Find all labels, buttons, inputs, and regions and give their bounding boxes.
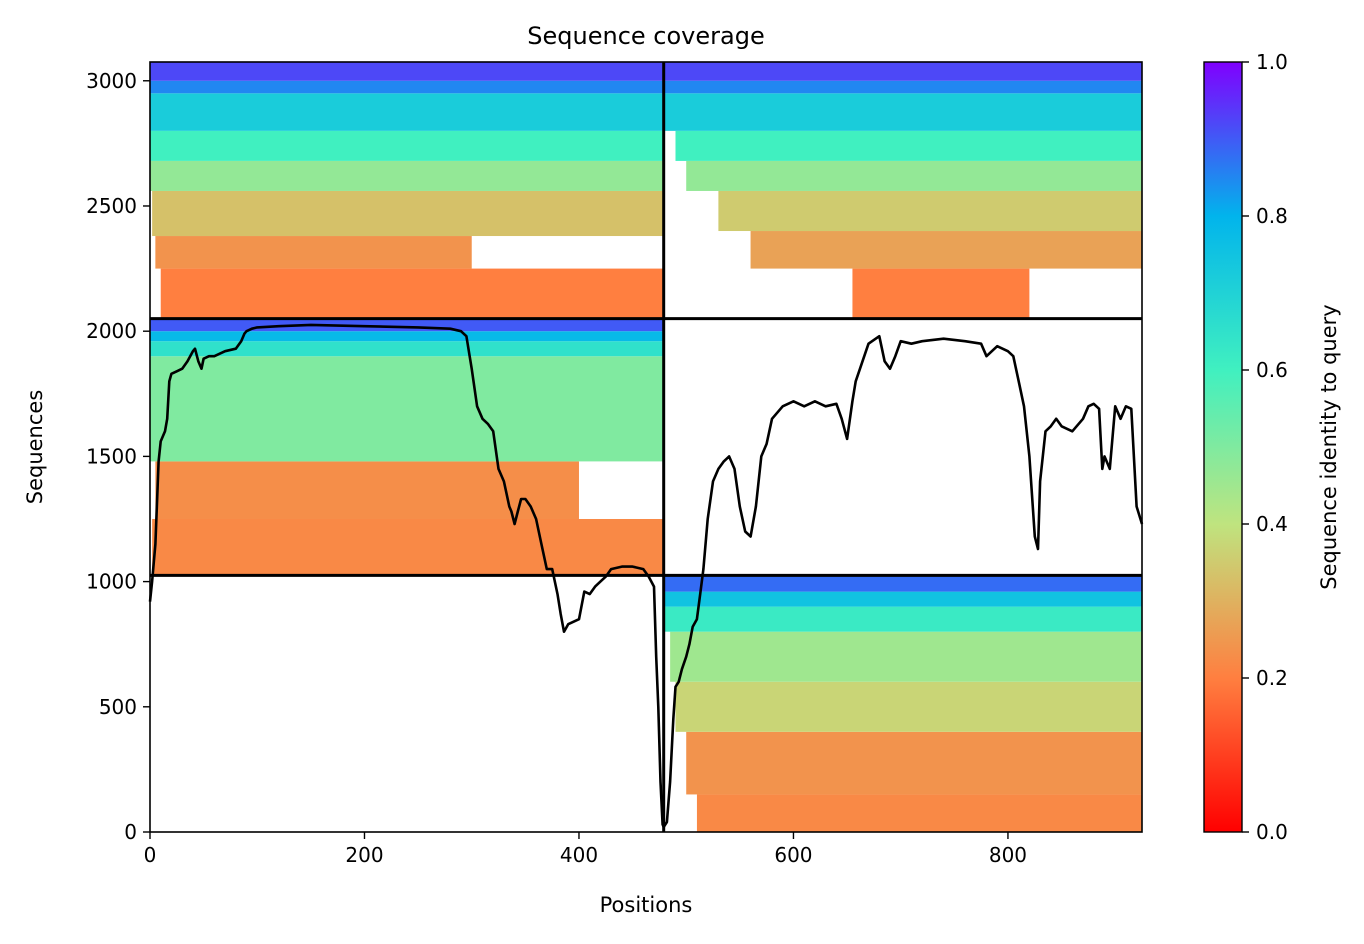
heatmap-band-2-2: [150, 356, 664, 462]
heatmap-band-2-4: [150, 331, 664, 342]
x-tick-label: 400: [560, 843, 598, 867]
heatmap-band-0-6: [150, 80, 664, 94]
y-axis-label: Sequences: [23, 390, 47, 505]
heatmap-band-1-0: [852, 268, 1030, 319]
colorbar-label: Sequence identity to query: [1317, 304, 1341, 589]
y-tick-label: 1500: [86, 444, 137, 468]
coverage-line-layer: [148, 323, 1144, 829]
y-axis-ticks: 0 500 1000 1500 2000 2500 3000: [86, 69, 150, 844]
chain-boundary-lines: [150, 62, 1142, 832]
heatmap-block-chain1-chain2: [150, 318, 664, 576]
x-axis-label: Positions: [600, 893, 693, 917]
colorbar-tick-label: 1.0: [1256, 50, 1288, 74]
heatmap-band-1-6: [663, 80, 1142, 94]
y-tick-label: 2000: [86, 319, 137, 343]
colorbar: 0.0 0.2 0.4 0.6 0.8 1.0 Sequence identity to …: [1203, 50, 1341, 844]
y-tick-label: 1000: [86, 570, 137, 594]
x-tick-label: 200: [345, 843, 383, 867]
heatmap-block-chain2-chain3: [663, 62, 1142, 319]
y-tick-label: 3000: [86, 69, 137, 93]
heatmap-band-0-5: [150, 93, 664, 131]
heatmap-band-1-7: [663, 62, 1142, 81]
y-tick-label: 2500: [86, 194, 137, 218]
x-tick-label: 800: [989, 843, 1027, 867]
y-tick-label: 0: [124, 820, 137, 844]
plot-area-frame: [149, 61, 1143, 833]
colorbar-tick-label: 0.0: [1256, 820, 1288, 844]
heatmap-band-0-3: [150, 160, 664, 191]
heatmap-block-chain1-chain3: [150, 62, 664, 319]
colorbar-tick-label: 0.2: [1256, 666, 1288, 690]
colorbar-tick-label: 0.6: [1256, 358, 1288, 382]
heatmap-band-2-0: [152, 518, 664, 576]
coverage-line: [148, 323, 1144, 829]
heatmap-band-0-7: [150, 62, 664, 81]
heatmap-band-2-1: [155, 461, 579, 519]
heatmap-band-3-4: [663, 606, 1142, 632]
x-tick-label: 600: [774, 843, 812, 867]
x-axis-ticks: 0 200 400 600 800: [144, 832, 1027, 867]
heatmap-band-1-5: [663, 93, 1142, 131]
colorbar-tick-label: 0.8: [1256, 204, 1288, 228]
heatmap-band-3-2: [675, 681, 1142, 732]
heatmap-band-0-0: [160, 268, 664, 319]
heatmap-band-3-0: [696, 794, 1142, 832]
y-tick-label: 500: [99, 695, 137, 719]
heatmap-block-chain2-chain1: [663, 575, 1142, 832]
heatmap-band-2-3: [150, 341, 664, 357]
colorbar-ticks: 0.0 0.2 0.4 0.6 0.8 1.0: [1242, 50, 1288, 844]
heatmap-band-3-1: [686, 731, 1142, 795]
heatmap-band-2-5: [150, 318, 664, 332]
colorbar-tick-label: 0.4: [1256, 512, 1288, 536]
heatmap-band-3-6: [663, 575, 1142, 592]
heatmap-band-0-4: [150, 130, 664, 161]
heatmap-band-3-5: [663, 591, 1142, 607]
heatmap-band-1-2: [718, 190, 1142, 232]
x-tick-label: 0: [144, 843, 157, 867]
chart-title: Sequence coverage: [527, 22, 764, 50]
heatmap-band-1-4: [675, 130, 1142, 161]
coverage-heatmap-blocks: [150, 62, 1142, 832]
heatmap-band-3-3: [670, 631, 1142, 682]
colorbar-frame: [1203, 61, 1243, 833]
heatmap-band-1-3: [686, 160, 1142, 191]
colorbar-gradient: [1204, 62, 1242, 832]
heatmap-band-0-2: [152, 190, 664, 237]
heatmap-band-1-1: [750, 231, 1142, 269]
heatmap-band-0-1: [155, 236, 472, 269]
